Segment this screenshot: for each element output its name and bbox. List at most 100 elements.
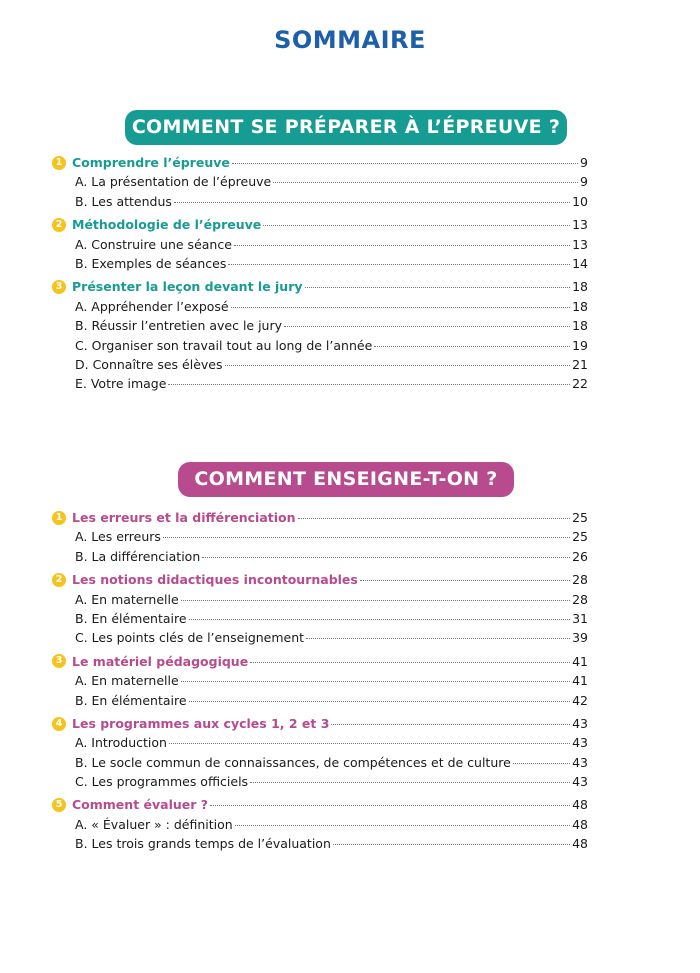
- page-number: 18: [572, 298, 588, 314]
- toc-subentry[interactable]: B. Le socle commun de connaissances, de …: [52, 753, 588, 772]
- toc-section-entry[interactable]: 2 Les notions didactiques incontournables…: [52, 570, 588, 589]
- toc-subentry[interactable]: A. En maternelle 41: [52, 671, 588, 690]
- dot-leader: [188, 700, 571, 702]
- toc-section: 2 Méthodologie de l’épreuve 13 A. Construir…: [52, 215, 588, 273]
- toc-subentry[interactable]: A. Construire une séance 13: [52, 235, 588, 254]
- page-number: 9: [580, 174, 588, 190]
- entry-label: A. En maternelle: [75, 591, 179, 607]
- page-number: 18: [572, 279, 588, 295]
- entry-label: Le matériel pédagogique: [72, 653, 249, 669]
- entry-label: D. Connaître ses élèves: [75, 356, 223, 372]
- toc-subentry[interactable]: A. « Évaluer » : définition 48: [52, 815, 588, 834]
- dot-leader: [231, 163, 579, 164]
- entry-label: B. Réussir l’entretien avec le jury: [75, 318, 283, 334]
- dot-leader: [512, 762, 571, 764]
- toc-subentry[interactable]: E. Votre image 22: [52, 374, 588, 393]
- dot-leader: [162, 537, 571, 539]
- section-number-badge: 1: [52, 155, 66, 170]
- page-number: 42: [572, 692, 588, 708]
- toc-section-entry[interactable]: 4 Les programmes aux cycles 1, 2 et 3 43: [52, 714, 588, 733]
- page-number: 18: [572, 318, 588, 334]
- toc-section-entry[interactable]: 1 Les erreurs et la différenciation 25: [52, 508, 588, 527]
- entry-label: B. La différenciation: [75, 548, 201, 564]
- dot-leader: [306, 638, 571, 640]
- toc-section-entry[interactable]: 1 Comprendre l’épreuve 9: [52, 153, 588, 172]
- toc-subentry[interactable]: C. Organiser son travail tout au long de…: [52, 336, 588, 355]
- dot-leader: [304, 287, 571, 289]
- toc-part-preparation: 1 Comprendre l’épreuve 9 A. La présentation…: [52, 153, 588, 398]
- entry-label: C. Les points clés de l’enseignement: [75, 630, 305, 646]
- dot-leader: [374, 345, 571, 347]
- toc-subentry[interactable]: B. Les trois grands temps de l’évaluatio…: [52, 834, 588, 853]
- page-number: 28: [572, 572, 588, 588]
- part-banner-preparation: COMMENT SE PRÉPARER À L’ÉPREUVE ?: [125, 110, 567, 145]
- page-number: 19: [572, 337, 588, 353]
- toc-subentry[interactable]: A. En maternelle 28: [52, 590, 588, 609]
- dot-leader: [284, 326, 571, 328]
- toc-subentry[interactable]: B. Exemples de séances 14: [52, 254, 588, 273]
- entry-label: E. Votre image: [75, 376, 167, 392]
- toc-subentry[interactable]: B. Les attendus 10: [52, 192, 588, 211]
- toc-section: 4 Les programmes aux cycles 1, 2 et 3 43 A.…: [52, 714, 588, 792]
- entry-label: B. En élémentaire: [75, 610, 187, 626]
- dot-leader: [297, 518, 571, 519]
- dot-leader: [250, 782, 571, 784]
- entry-label: A. En maternelle: [75, 673, 179, 689]
- page-number: 43: [572, 735, 588, 751]
- dot-leader: [230, 306, 571, 308]
- dot-leader: [180, 681, 571, 683]
- toc-section: 5 Comment évaluer ? 48 A. « Évaluer » : déf…: [52, 795, 588, 853]
- toc-section-entry[interactable]: 5 Comment évaluer ? 48: [52, 795, 588, 814]
- page-number: 9: [580, 155, 588, 170]
- page-number: 10: [572, 193, 588, 209]
- section-number-badge: 2: [52, 572, 66, 587]
- dot-leader: [210, 805, 571, 807]
- entry-label: B. Le socle commun de connaissances, de …: [75, 754, 511, 770]
- entry-label: B. Les trois grands temps de l’évaluatio…: [75, 836, 331, 852]
- dot-leader: [234, 824, 571, 826]
- toc-subentry[interactable]: A. La présentation de l’épreuve 9: [52, 172, 588, 191]
- entry-label: B. En élémentaire: [75, 692, 187, 708]
- entry-label: B. Exemples de séances: [75, 255, 227, 271]
- entry-label: Les programmes aux cycles 1, 2 et 3: [72, 715, 330, 731]
- dot-leader: [168, 384, 571, 386]
- dot-leader: [202, 556, 571, 558]
- dot-leader: [228, 263, 571, 265]
- toc-subentry[interactable]: B. En élémentaire 31: [52, 609, 588, 628]
- toc-subentry[interactable]: B. En élémentaire 42: [52, 691, 588, 710]
- toc-section: 2 Les notions didactiques incontournables…: [52, 570, 588, 648]
- section-number-badge: 5: [52, 798, 66, 813]
- page-number: 43: [572, 715, 588, 731]
- toc-subentry[interactable]: A. Les erreurs 25: [52, 527, 588, 546]
- toc-section-entry[interactable]: 3 Présenter la leçon devant le jury 18: [52, 277, 588, 296]
- entry-label: A. Appréhender l’exposé: [75, 298, 229, 314]
- page-number: 13: [572, 217, 588, 233]
- entry-label: A. Les erreurs: [75, 529, 161, 545]
- toc-section-entry[interactable]: 3 Le matériel pédagogique 41: [52, 652, 588, 671]
- dot-leader: [359, 580, 571, 582]
- entry-label: Comprendre l’épreuve: [72, 155, 230, 170]
- toc-subentry[interactable]: D. Connaître ses élèves 21: [52, 355, 588, 374]
- page-number: 22: [572, 376, 588, 392]
- toc-subentry[interactable]: A. Introduction 43: [52, 733, 588, 752]
- toc-subentry[interactable]: B. Réussir l’entretien avec le jury 18: [52, 316, 588, 335]
- page-number: 25: [572, 529, 588, 545]
- dot-leader: [332, 844, 571, 846]
- page-number: 48: [572, 816, 588, 832]
- page-number: 26: [572, 548, 588, 564]
- toc-subentry[interactable]: C. Les programmes officiels 43: [52, 772, 588, 791]
- page-number: 39: [572, 630, 588, 646]
- toc-part-enseignement: 1 Les erreurs et la différenciation 25 A. L…: [52, 508, 588, 858]
- entry-label: C. Organiser son travail tout au long de…: [75, 337, 373, 353]
- toc-section-entry[interactable]: 2 Méthodologie de l’épreuve 13: [52, 215, 588, 234]
- toc-section: 1 Les erreurs et la différenciation 25 A. L…: [52, 508, 588, 566]
- entry-label: Comment évaluer ?: [72, 797, 209, 813]
- dot-leader: [188, 618, 571, 620]
- section-number-badge: 1: [52, 510, 66, 525]
- toc-subentry[interactable]: A. Appréhender l’exposé 18: [52, 297, 588, 316]
- dot-leader: [263, 225, 571, 227]
- page-number: 14: [572, 255, 588, 271]
- toc-subentry[interactable]: C. Les points clés de l’enseignement 39: [52, 628, 588, 647]
- section-number-badge: 3: [52, 654, 66, 669]
- toc-subentry[interactable]: B. La différenciation 26: [52, 547, 588, 566]
